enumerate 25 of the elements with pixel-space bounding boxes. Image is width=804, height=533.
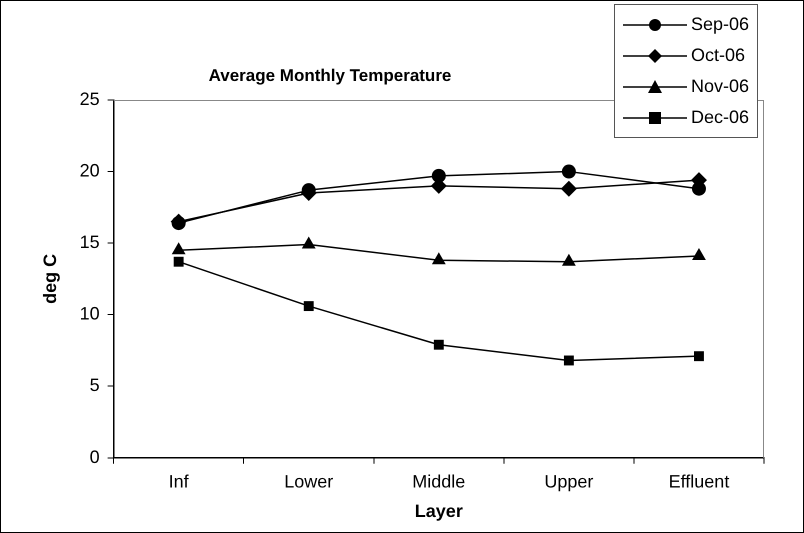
point: [562, 164, 576, 179]
y-tick-label: 5: [90, 375, 100, 396]
legend-label: Oct-06: [690, 45, 745, 66]
x-axis-title: Layer: [414, 501, 463, 522]
point: [560, 180, 577, 197]
point: [434, 340, 444, 350]
y-tick-label: 15: [80, 232, 100, 252]
point: [174, 256, 184, 267]
y-axis-title: deg C: [40, 254, 60, 304]
y-tick-label: 0: [90, 446, 100, 467]
x-tick-label: Middle: [412, 472, 466, 492]
y-tick-label: 20: [80, 160, 100, 181]
legend-label: Nov-06: [690, 76, 749, 97]
y-tick-label: 10: [80, 304, 100, 324]
point: [564, 356, 574, 366]
legend-label: Sep-06: [690, 14, 749, 35]
point: [304, 301, 314, 312]
y-tick-label: 25: [80, 88, 100, 109]
x-tick-label: Inf: [168, 472, 190, 492]
point: [694, 351, 704, 362]
x-tick-label: Lower: [284, 472, 334, 492]
x-tick-label: Upper: [544, 472, 594, 492]
x-tick-label: Effluent: [668, 472, 730, 492]
chart-title: Average Monthly Temperature: [208, 66, 452, 86]
legend-label: Dec-06: [690, 107, 749, 128]
